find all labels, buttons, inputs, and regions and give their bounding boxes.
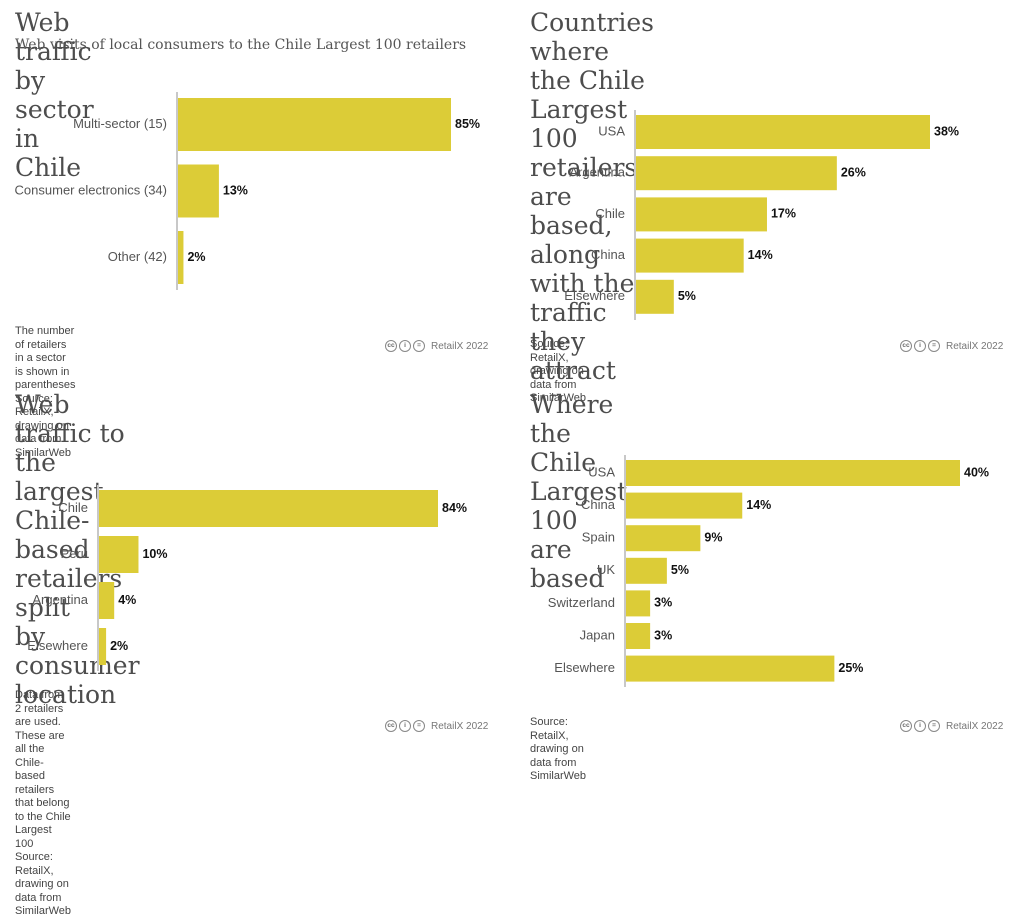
- value-label: 3%: [654, 628, 672, 642]
- category-label: Japan: [580, 627, 615, 642]
- attribution-icon: i: [914, 340, 926, 352]
- bar-chart-sector: Multi-sector (15) 85% Consumer electronics…: [15, 92, 480, 290]
- category-label: USA: [588, 464, 615, 479]
- bar: [625, 492, 743, 519]
- attribution-icon: i: [914, 720, 926, 732]
- license-credit: cc i = RetailX 2022: [385, 720, 488, 732]
- license-credit: cc i = RetailX 2022: [900, 340, 1003, 352]
- category-label: USA: [598, 123, 625, 138]
- category-label: Switzerland: [548, 595, 615, 610]
- value-label: 2%: [187, 250, 205, 264]
- chart-footnote: Source: RetailX, drawing on data from Si…: [530, 716, 587, 782]
- attribution-icon: i: [399, 340, 411, 352]
- chart-footnote: Source: RetailX, drawing on data from Si…: [530, 338, 587, 404]
- bar: [98, 536, 139, 573]
- chart-subtitle: Web visits of local consumers to the Chi…: [15, 37, 467, 53]
- bar: [625, 655, 835, 682]
- category-label: Chile: [595, 206, 625, 221]
- bar: [635, 115, 930, 149]
- value-label: 14%: [746, 498, 771, 512]
- bar: [98, 628, 107, 665]
- bar: [635, 156, 837, 191]
- bar: [635, 238, 744, 273]
- value-label: 84%: [442, 501, 467, 515]
- category-label: China: [591, 247, 626, 262]
- bar-chart-retailer-base: USA 40% China 14% Spain 9% UK 5% Switzerland 3% Ja…: [548, 455, 989, 687]
- credit-text: RetailX 2022: [431, 720, 489, 732]
- no-derivatives-icon: =: [413, 720, 425, 732]
- bar: [625, 460, 960, 486]
- category-label: Peru: [61, 546, 88, 561]
- creative-commons-icon: cc: [900, 720, 912, 732]
- category-label: Elsewhere: [27, 638, 88, 653]
- value-label: 4%: [118, 593, 136, 607]
- category-label: Consumer electronics (34): [15, 182, 167, 197]
- value-label: 38%: [934, 124, 959, 138]
- credit-text: RetailX 2022: [431, 340, 489, 352]
- credit-text: RetailX 2022: [946, 720, 1004, 732]
- value-label: 26%: [841, 165, 866, 179]
- category-label: Elsewhere: [554, 660, 615, 675]
- chart-title: Countries where the Chile Largest 100 re…: [530, 8, 654, 385]
- chart-title: Where the Chile Largest 100 are based: [530, 390, 628, 593]
- bar: [177, 231, 184, 284]
- value-label: 17%: [771, 207, 796, 221]
- bar: [177, 98, 451, 151]
- bar: [625, 623, 651, 649]
- bar: [625, 525, 701, 552]
- chart-footnote: Data from 2 retailers are used. These ar…: [15, 689, 72, 917]
- value-label: 40%: [964, 465, 989, 479]
- license-credit: cc i = RetailX 2022: [900, 720, 1003, 732]
- no-derivatives-icon: =: [413, 340, 425, 352]
- category-label: Chile: [58, 500, 88, 515]
- creative-commons-icon: cc: [385, 720, 397, 732]
- category-label: Argentina: [32, 592, 88, 607]
- value-label: 25%: [838, 661, 863, 675]
- value-label: 5%: [671, 563, 689, 577]
- value-label: 5%: [678, 289, 696, 303]
- chart-title: Web traffic to the largest Chile-based r…: [15, 390, 140, 709]
- bar: [635, 197, 767, 232]
- attribution-icon: i: [399, 720, 411, 732]
- no-derivatives-icon: =: [928, 720, 940, 732]
- value-label: 3%: [654, 596, 672, 610]
- bar: [625, 557, 667, 584]
- category-label: UK: [597, 562, 615, 577]
- value-label: 9%: [704, 530, 722, 544]
- category-label: Argentina: [569, 165, 625, 180]
- value-label: 10%: [142, 547, 167, 561]
- category-label: Multi-sector (15): [73, 116, 167, 131]
- credit-text: RetailX 2022: [946, 340, 1004, 352]
- value-label: 85%: [455, 117, 480, 131]
- value-label: 2%: [110, 639, 128, 653]
- bar: [98, 582, 115, 619]
- bar: [625, 590, 651, 617]
- bar: [177, 164, 219, 218]
- creative-commons-icon: cc: [385, 340, 397, 352]
- bar: [635, 279, 674, 314]
- value-label: 14%: [748, 248, 773, 262]
- chart-title: Web traffic by sector in Chile: [15, 8, 94, 182]
- value-label: 13%: [223, 183, 248, 197]
- category-label: Elsewhere: [564, 288, 625, 303]
- creative-commons-icon: cc: [900, 340, 912, 352]
- bar-chart-countries-traffic: USA 38% Argentina 26% Chile 17% China 14% Elsewh…: [564, 110, 959, 320]
- no-derivatives-icon: =: [928, 340, 940, 352]
- category-label: Other (42): [108, 249, 167, 264]
- chart-footnote: The number of retailers in a sector is s…: [15, 325, 76, 459]
- category-label: Spain: [582, 530, 615, 545]
- bar-chart-consumer-location: Chile 84% Peru 10% Argentina 4% Elsewhere 2%: [27, 485, 467, 671]
- bar: [98, 490, 438, 527]
- category-label: China: [581, 497, 616, 512]
- license-credit: cc i = RetailX 2022: [385, 340, 488, 352]
